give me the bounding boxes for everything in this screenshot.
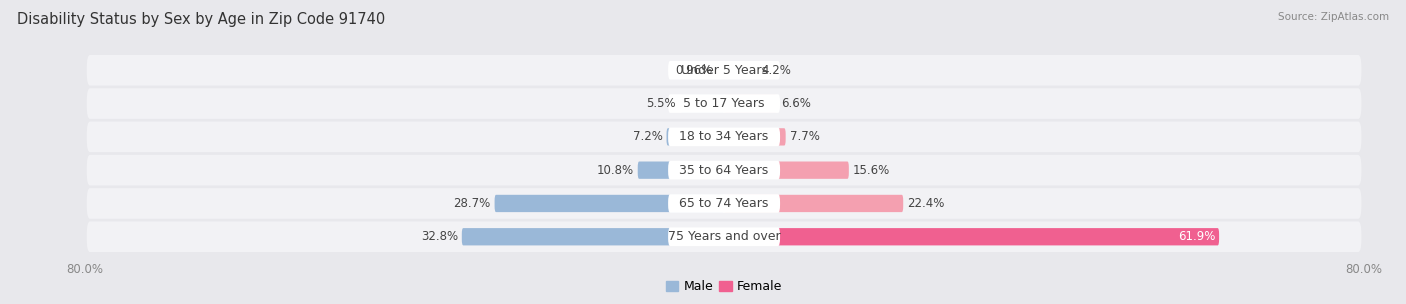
Text: 10.8%: 10.8%: [596, 164, 634, 177]
Text: 75 Years and over: 75 Years and over: [668, 230, 780, 243]
Text: 28.7%: 28.7%: [453, 197, 491, 210]
FancyBboxPatch shape: [724, 128, 786, 146]
Text: Source: ZipAtlas.com: Source: ZipAtlas.com: [1278, 12, 1389, 22]
Text: 7.7%: 7.7%: [790, 130, 820, 143]
FancyBboxPatch shape: [461, 228, 724, 245]
Text: 0.96%: 0.96%: [675, 64, 713, 77]
FancyBboxPatch shape: [668, 227, 780, 246]
FancyBboxPatch shape: [87, 88, 1361, 119]
Text: 32.8%: 32.8%: [420, 230, 458, 243]
Text: 6.6%: 6.6%: [780, 97, 811, 110]
Text: 61.9%: 61.9%: [1178, 230, 1215, 243]
Text: 15.6%: 15.6%: [853, 164, 890, 177]
Legend: Male, Female: Male, Female: [661, 275, 787, 298]
FancyBboxPatch shape: [87, 122, 1361, 152]
Text: 7.2%: 7.2%: [633, 130, 662, 143]
FancyBboxPatch shape: [638, 161, 724, 179]
FancyBboxPatch shape: [724, 228, 1219, 245]
Text: 35 to 64 Years: 35 to 64 Years: [679, 164, 769, 177]
FancyBboxPatch shape: [668, 61, 780, 80]
Text: 4.2%: 4.2%: [762, 64, 792, 77]
Text: 65 to 74 Years: 65 to 74 Years: [679, 197, 769, 210]
FancyBboxPatch shape: [717, 62, 724, 79]
Text: 18 to 34 Years: 18 to 34 Years: [679, 130, 769, 143]
Text: Under 5 Years: Under 5 Years: [681, 64, 768, 77]
Text: 5.5%: 5.5%: [647, 97, 676, 110]
FancyBboxPatch shape: [724, 161, 849, 179]
FancyBboxPatch shape: [666, 128, 724, 146]
FancyBboxPatch shape: [724, 95, 778, 112]
Text: 5 to 17 Years: 5 to 17 Years: [683, 97, 765, 110]
FancyBboxPatch shape: [724, 62, 758, 79]
Text: Disability Status by Sex by Age in Zip Code 91740: Disability Status by Sex by Age in Zip C…: [17, 12, 385, 27]
FancyBboxPatch shape: [668, 94, 780, 113]
FancyBboxPatch shape: [87, 155, 1361, 185]
FancyBboxPatch shape: [87, 188, 1361, 219]
FancyBboxPatch shape: [668, 194, 780, 213]
Text: 22.4%: 22.4%: [907, 197, 945, 210]
FancyBboxPatch shape: [495, 195, 724, 212]
FancyBboxPatch shape: [724, 195, 903, 212]
FancyBboxPatch shape: [668, 161, 780, 179]
FancyBboxPatch shape: [681, 95, 724, 112]
FancyBboxPatch shape: [87, 221, 1361, 252]
FancyBboxPatch shape: [668, 128, 780, 146]
FancyBboxPatch shape: [87, 55, 1361, 86]
